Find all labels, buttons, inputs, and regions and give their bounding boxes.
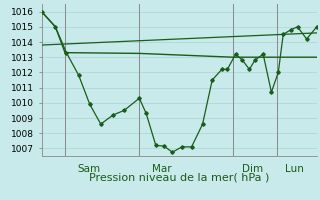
Text: Sam: Sam <box>77 164 100 174</box>
Text: Dim: Dim <box>243 164 264 174</box>
Text: Lun: Lun <box>285 164 304 174</box>
X-axis label: Pression niveau de la mer( hPa ): Pression niveau de la mer( hPa ) <box>89 173 269 183</box>
Text: Mar: Mar <box>152 164 171 174</box>
